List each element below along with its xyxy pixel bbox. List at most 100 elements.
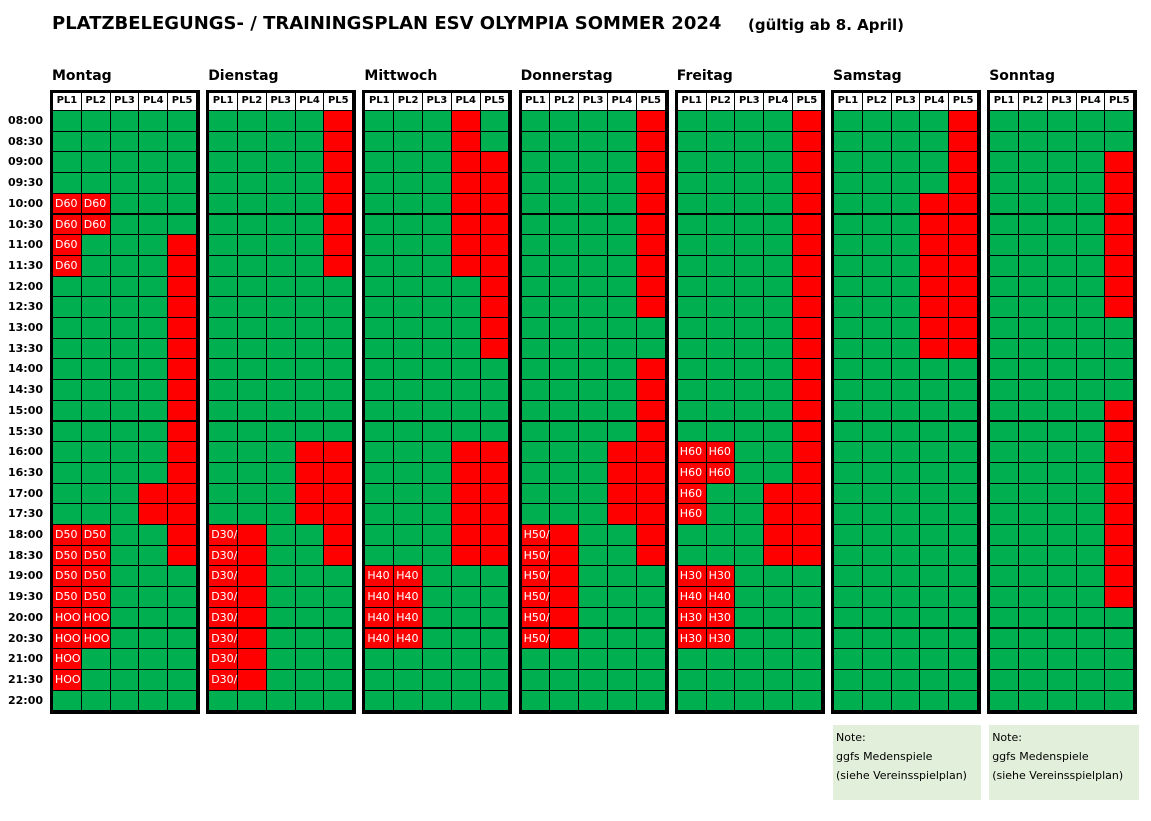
free-cell bbox=[422, 111, 452, 132]
free-cell bbox=[949, 607, 978, 629]
free-cell bbox=[521, 462, 551, 484]
free-cell bbox=[1047, 649, 1077, 670]
free-cell bbox=[110, 380, 140, 401]
free-cell bbox=[920, 421, 950, 443]
time-label: 09:30 bbox=[8, 176, 44, 190]
free-cell bbox=[607, 421, 637, 443]
free-cell bbox=[949, 649, 978, 670]
free-cell bbox=[1018, 214, 1048, 236]
free-cell bbox=[862, 380, 892, 401]
booked-cell: HOO bbox=[53, 649, 82, 670]
free-cell bbox=[139, 628, 169, 650]
time-label: 13:30 bbox=[8, 341, 44, 355]
free-cell bbox=[834, 462, 863, 484]
free-cell bbox=[295, 359, 325, 381]
booked-cell: D60 bbox=[81, 193, 111, 215]
free-cell bbox=[480, 607, 510, 629]
free-cell bbox=[764, 111, 793, 132]
free-cell bbox=[209, 235, 238, 256]
court-header: PL5 bbox=[949, 93, 978, 111]
booked-cell bbox=[1105, 173, 1135, 194]
free-cell bbox=[1047, 442, 1077, 463]
free-cell bbox=[677, 297, 707, 318]
booked-cell bbox=[480, 442, 510, 463]
free-cell bbox=[891, 462, 921, 484]
free-cell bbox=[920, 504, 950, 525]
booked-cell bbox=[636, 400, 666, 422]
booked-cell: H60 bbox=[706, 462, 736, 484]
free-cell bbox=[949, 462, 978, 484]
booked-cell bbox=[607, 462, 637, 484]
court-header: PL2 bbox=[1018, 93, 1048, 111]
free-cell bbox=[1047, 276, 1077, 298]
booked-cell bbox=[237, 545, 267, 567]
free-cell bbox=[209, 111, 238, 132]
free-cell bbox=[1047, 214, 1077, 236]
free-cell bbox=[295, 421, 325, 443]
free-cell bbox=[295, 400, 325, 422]
free-cell bbox=[422, 525, 452, 546]
free-cell bbox=[891, 131, 921, 153]
booked-cell bbox=[451, 193, 481, 215]
free-cell bbox=[365, 338, 395, 360]
free-cell bbox=[677, 276, 707, 298]
free-cell bbox=[422, 462, 452, 484]
booked-cell: H30 bbox=[706, 628, 736, 650]
booked-cell: H50/55/60 bbox=[521, 628, 581, 650]
booked-cell bbox=[1105, 483, 1135, 505]
free-cell bbox=[706, 380, 736, 401]
time-label: 10:00 bbox=[8, 196, 44, 210]
free-cell bbox=[1018, 380, 1048, 401]
free-cell bbox=[139, 111, 169, 132]
free-cell bbox=[706, 276, 736, 298]
free-cell bbox=[209, 380, 238, 401]
free-cell bbox=[237, 173, 267, 194]
booked-cell bbox=[636, 483, 666, 505]
booked-cell bbox=[636, 276, 666, 298]
booked-cell bbox=[237, 607, 267, 629]
booked-cell bbox=[451, 442, 481, 463]
free-cell bbox=[480, 649, 510, 670]
booked-cell bbox=[949, 131, 978, 153]
free-cell bbox=[891, 504, 921, 525]
free-cell bbox=[1076, 442, 1106, 463]
free-cell bbox=[1076, 649, 1106, 670]
free-cell bbox=[1047, 152, 1077, 174]
free-cell bbox=[209, 400, 238, 422]
free-cell bbox=[607, 690, 637, 712]
day-block: PL1 H40 H40 H40 H40 PL2 H40 H40 H40 H40 PL3 PL4 PL5 bbox=[362, 90, 513, 715]
booked-cell: D30/40 bbox=[209, 669, 251, 691]
free-cell bbox=[949, 566, 978, 588]
free-cell bbox=[677, 235, 707, 256]
free-cell bbox=[735, 669, 765, 691]
court-header: PL1 bbox=[365, 93, 395, 111]
booked-cell bbox=[451, 462, 481, 484]
court-header: PL4 bbox=[451, 93, 481, 111]
free-cell bbox=[990, 131, 1019, 153]
booked-cell: H40 bbox=[394, 607, 423, 629]
free-cell bbox=[550, 504, 580, 525]
booked-cell bbox=[949, 111, 978, 132]
booked-cell: D30/40 bbox=[209, 587, 251, 608]
free-cell bbox=[168, 566, 197, 588]
booked-cell bbox=[792, 504, 822, 525]
booked-cell bbox=[480, 338, 510, 360]
free-cell bbox=[735, 235, 765, 256]
booked-cell bbox=[764, 525, 793, 546]
free-cell bbox=[1076, 318, 1106, 339]
free-cell bbox=[706, 214, 736, 236]
free-cell bbox=[53, 690, 82, 712]
booked-cell: D50 bbox=[81, 545, 111, 567]
free-cell bbox=[579, 690, 608, 712]
booked-cell bbox=[636, 111, 666, 132]
free-cell bbox=[266, 525, 296, 546]
booked-cell: D30/40 bbox=[209, 566, 251, 588]
free-cell bbox=[53, 504, 82, 525]
free-cell bbox=[834, 193, 863, 215]
free-cell bbox=[920, 462, 950, 484]
free-cell bbox=[1047, 235, 1077, 256]
free-cell bbox=[295, 380, 325, 401]
free-cell bbox=[266, 442, 296, 463]
booked-cell: H30 bbox=[677, 566, 707, 588]
free-cell bbox=[1076, 587, 1106, 608]
